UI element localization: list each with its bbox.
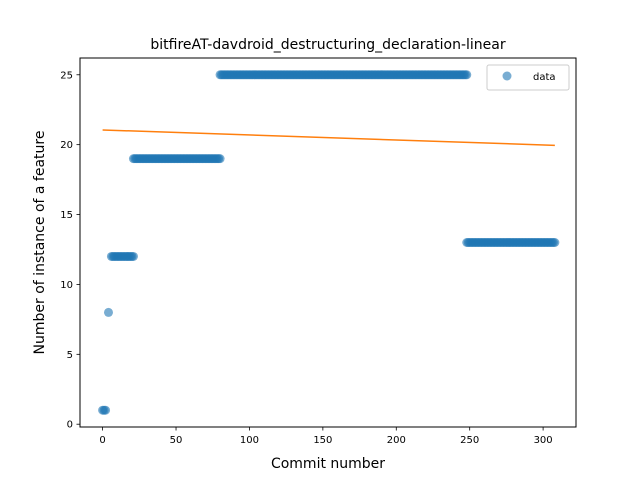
x-tick-label: 250	[460, 435, 479, 446]
legend: data	[486, 64, 570, 91]
data-point	[103, 307, 113, 317]
x-axis-ticks: 0 50 100 150 200 250 300	[99, 427, 553, 446]
x-tick-label: 100	[240, 435, 259, 446]
legend-marker-data	[502, 71, 512, 81]
legend-label-data: data	[533, 72, 556, 83]
y-tick-label: 20	[60, 140, 73, 151]
legend-box	[486, 64, 570, 91]
y-tick-label: 5	[67, 350, 73, 361]
x-tick-label: 200	[387, 435, 406, 446]
y-tick-label: 0	[67, 420, 73, 431]
plot-area	[98, 70, 560, 415]
y-tick-label: 25	[60, 70, 73, 81]
y-tick-label: 15	[60, 210, 73, 221]
y-axis-label: Number of instance of a feature	[32, 131, 48, 355]
chart-title: bitfireAT-davdroid_destructuring_declara…	[150, 37, 505, 53]
data-point	[128, 251, 138, 261]
data-point	[550, 238, 560, 247]
axes-frame	[79, 57, 577, 428]
x-tick-label: 50	[170, 435, 183, 446]
linear-fit-line	[102, 129, 555, 147]
data-point	[215, 154, 225, 164]
x-axis-label: Commit number	[271, 456, 385, 472]
y-axis-ticks: 0 5 10 15 20 25	[60, 70, 80, 431]
x-tick-label: 0	[99, 435, 105, 446]
data-point	[101, 405, 111, 415]
x-tick-label: 300	[534, 435, 553, 446]
y-tick-label: 10	[60, 280, 73, 291]
x-tick-label: 150	[313, 435, 332, 446]
data-point	[462, 70, 472, 80]
